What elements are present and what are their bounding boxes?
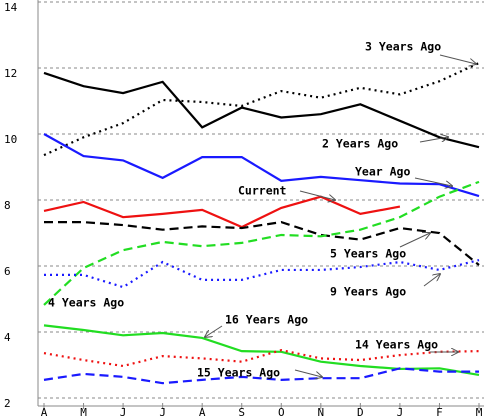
- series-line: [43, 71, 480, 149]
- series-label: 16 Years Ago: [225, 313, 308, 327]
- series-label: 4 Years Ago: [48, 296, 124, 310]
- y-tick-label: 12: [4, 67, 17, 80]
- series-label: Year Ago: [355, 165, 410, 179]
- label-arrow: [414, 177, 452, 186]
- series-line: [43, 367, 479, 385]
- x-tick-label: J: [159, 406, 166, 418]
- x-tick-label: O: [278, 406, 285, 418]
- series-label: 3 Years Ago: [365, 40, 441, 54]
- x-tick-label: A: [199, 406, 206, 418]
- series-line: [43, 180, 480, 306]
- series-label: 9 Years Ago: [330, 285, 406, 299]
- y-tick-label: 2: [4, 397, 11, 410]
- series-label: 2 Years Ago: [322, 137, 398, 151]
- y-tick-label: 10: [4, 133, 17, 146]
- series-label: 5 Years Ago: [330, 247, 406, 261]
- series-line: [43, 62, 480, 157]
- series-line: [43, 195, 401, 229]
- label-arrow: [423, 274, 440, 287]
- label-arrow: [419, 137, 448, 143]
- x-tick-label: J: [120, 406, 127, 418]
- x-tick-label: S: [238, 406, 245, 418]
- series-line: [43, 133, 480, 198]
- x-tick-label: M: [476, 406, 483, 418]
- label-arrow: [399, 233, 430, 248]
- x-tick-label: D: [357, 406, 364, 418]
- x-tick-label: M: [80, 406, 87, 418]
- y-tick-label: 14: [4, 1, 18, 14]
- series-line: [43, 349, 480, 368]
- y-tick-label: 6: [4, 265, 11, 278]
- y-tick-label: 4: [4, 331, 11, 344]
- x-tick-label: J: [397, 406, 404, 418]
- x-tick-label: A: [41, 406, 48, 418]
- series-label: 14 Years Ago: [355, 338, 438, 352]
- x-tick-label: F: [436, 406, 443, 418]
- series-line: [44, 258, 480, 289]
- label-arrow: [299, 190, 335, 200]
- x-tick-label: N: [318, 406, 325, 418]
- label-arrow: [439, 54, 476, 64]
- label-arrow: [294, 369, 322, 377]
- label-arrow: [205, 325, 223, 337]
- series-label: Current: [238, 184, 287, 198]
- y-tick-label: 8: [4, 199, 11, 212]
- series-line: [44, 220, 480, 266]
- series-label: 15 Years Ago: [197, 366, 280, 380]
